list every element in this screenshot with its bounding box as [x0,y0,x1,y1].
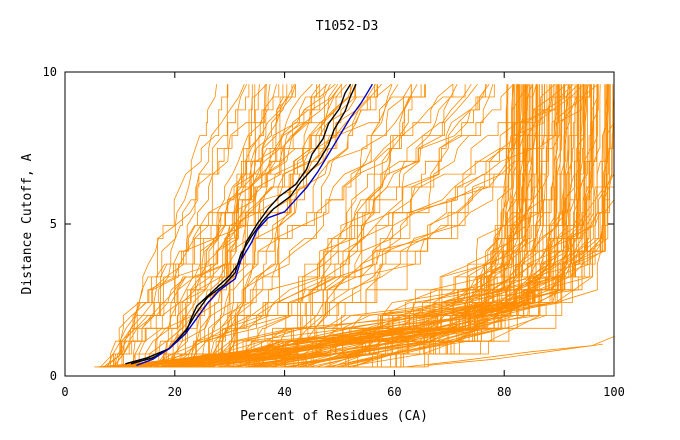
background-series-line [150,84,579,368]
background-series-line [326,84,606,368]
background-series-line [113,83,336,367]
background-series-line [121,83,267,367]
background-series-line [198,84,271,368]
background-series-line [116,84,245,367]
background-series-line [113,84,533,368]
background-series-line [299,84,545,368]
x-tick-label: 40 [277,385,291,399]
background-series-line [265,84,422,368]
background-series-line [320,84,569,368]
background-series-line [290,84,537,368]
y-axis-label: Distance Cutoff, A [20,153,35,294]
background-series-line [329,84,579,368]
background-series-line [158,84,488,368]
background-series-line [166,84,284,368]
background-series-line [163,84,588,368]
background-series-line [271,84,412,368]
y-tick-label: 10 [43,65,57,79]
background-series-line [134,84,217,367]
background-series-line [185,84,317,368]
x-tick-label: 20 [168,385,182,399]
x-tick-label: 60 [387,385,401,399]
background-series-line [112,83,343,367]
background-series-line [99,84,557,368]
background-series-line [156,84,331,368]
background-series-line [103,83,328,368]
highlight-series-line [130,83,357,365]
x-tick-label: 100 [603,385,625,399]
background-series-line [427,343,604,366]
background-series-line [106,84,229,368]
background-series-line [331,84,520,368]
background-series-line [244,84,610,368]
background-series-line [154,84,466,368]
y-tick-label: 0 [50,369,57,383]
background-series-line [211,84,564,368]
background-series-line [249,84,528,368]
x-axis: 0 20 40 60 80 100 [61,72,625,399]
chart-title: T1052-D3 [316,19,379,34]
background-series-line [163,84,296,367]
y-tick-label: 5 [50,217,57,231]
background-series-line [180,84,565,368]
background-series-line [306,84,560,368]
series-layer [94,83,615,368]
background-series-line [221,84,266,367]
background-series-line [158,84,277,367]
x-tick-label: 0 [61,385,68,399]
x-axis-label: Percent of Residues (CA) [240,409,428,424]
background-series-line [198,84,494,368]
background-series-line [220,84,357,368]
background-series-line [169,84,280,367]
highlight-series-line [136,83,374,367]
background-series-line [405,336,615,368]
background-series-line [194,84,454,368]
background-series-line [161,83,313,368]
background-series-line [129,84,351,368]
background-series-line [306,84,584,368]
background-series-line [156,84,525,368]
background-series-line [171,83,376,368]
background-series-line [100,83,342,368]
x-tick-label: 80 [497,385,511,399]
background-series-line [257,84,608,368]
background-series-line [113,84,250,368]
background-series-line [149,83,478,368]
background-series-line [108,84,519,368]
background-series-line [255,84,425,368]
background-series-line [220,84,599,368]
y-axis: 0 5 10 [43,65,614,383]
background-series-line [213,84,256,367]
